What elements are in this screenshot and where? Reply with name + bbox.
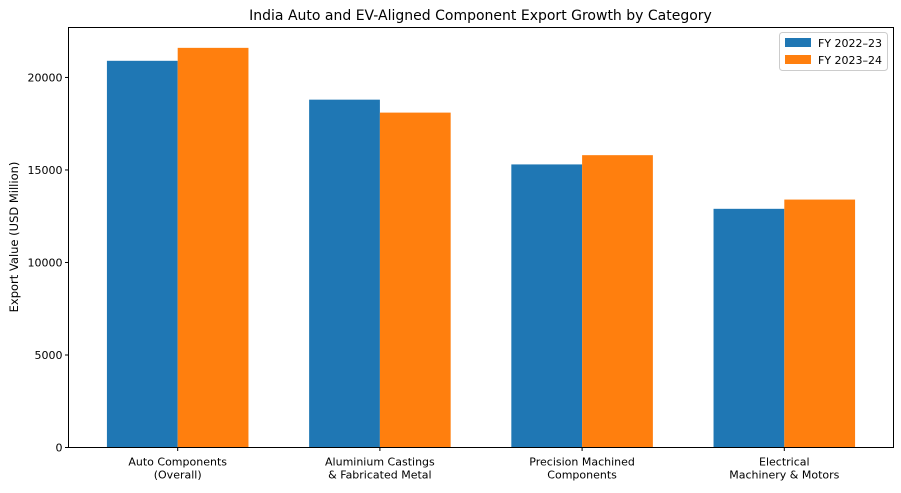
legend-label-2: FY 2023–24 bbox=[818, 54, 882, 67]
plot-frame bbox=[68, 27, 894, 448]
chart-title: India Auto and EV-Aligned Component Expo… bbox=[249, 8, 712, 24]
legend-swatch-2 bbox=[785, 55, 811, 64]
y-tick-label: 15000 bbox=[28, 164, 63, 177]
y-tick-label: 5000 bbox=[35, 349, 63, 362]
x-tick-label: & Fabricated Metal bbox=[328, 469, 431, 482]
x-tick-label: Auto Components bbox=[128, 456, 227, 469]
legend: FY 2022–23 FY 2023–24 bbox=[779, 32, 888, 71]
x-tick-label: (Overall) bbox=[154, 469, 202, 482]
y-tick-label: 20000 bbox=[28, 71, 63, 84]
legend-swatch-1 bbox=[785, 38, 811, 47]
x-tick-label: Machinery & Motors bbox=[729, 469, 839, 482]
bar-1-2 bbox=[309, 99, 380, 448]
bar-2-4 bbox=[784, 199, 856, 448]
bar-1-4 bbox=[713, 208, 785, 448]
y-tick-label: 0 bbox=[56, 442, 63, 455]
bar-2-3 bbox=[582, 155, 653, 448]
x-tick-label: Components bbox=[547, 469, 617, 482]
x-tick-label: Aluminium Castings bbox=[325, 456, 435, 469]
bar-2-2 bbox=[379, 112, 451, 448]
bar-1-3 bbox=[511, 164, 583, 448]
x-tick-label: Precision Machined bbox=[529, 456, 635, 469]
y-axis-label: Export Value (USD Million) bbox=[7, 162, 21, 313]
y-tick-label: 10000 bbox=[28, 256, 63, 269]
bar-2-1 bbox=[177, 47, 249, 448]
bar-1-1 bbox=[106, 60, 178, 448]
legend-label-1: FY 2022–23 bbox=[818, 37, 882, 50]
x-tick-label: Electrical bbox=[759, 456, 810, 469]
